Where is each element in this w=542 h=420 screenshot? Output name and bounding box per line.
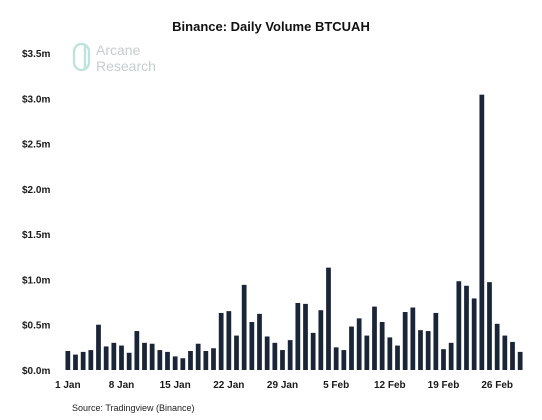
bar (272, 342, 278, 370)
bars (65, 94, 523, 370)
bar (379, 322, 385, 370)
x-tick-label: 15 Jan (160, 380, 191, 391)
y-tick-label: $1.5m (22, 230, 50, 241)
bar (103, 346, 109, 370)
bar (494, 323, 500, 370)
bar (448, 342, 454, 370)
bar (172, 356, 178, 370)
bar (142, 342, 147, 370)
bar (303, 303, 308, 370)
bar (188, 350, 193, 370)
y-tick-label: $0.5m (22, 321, 50, 332)
bar (433, 312, 439, 370)
bar (356, 318, 362, 370)
bar (157, 350, 163, 370)
bar (510, 341, 515, 370)
bar (318, 310, 324, 370)
bar (517, 351, 523, 370)
bar (134, 331, 140, 370)
bar (88, 350, 94, 370)
bar (471, 298, 477, 370)
x-axis: 1 Jan 8 Jan 15 Jan 22 Jan 29 Jan 5 Feb 12 Feb 1… (55, 380, 513, 391)
bar (349, 326, 354, 370)
bar (80, 351, 86, 370)
bar (479, 94, 485, 370)
watermark-line-2: Research (96, 58, 156, 74)
x-tick-label: 19 Feb (428, 380, 460, 391)
bar (395, 345, 400, 370)
bar (341, 350, 347, 370)
bar (195, 343, 201, 370)
bar (333, 347, 339, 370)
bar (218, 312, 224, 370)
y-tick-label: $0.0m (22, 366, 50, 377)
x-tick-label: 5 Feb (323, 380, 349, 391)
bar (264, 336, 270, 370)
bar (464, 285, 469, 370)
y-tick-label: $3.5m (22, 49, 50, 60)
bar (96, 324, 101, 370)
bar (487, 282, 492, 370)
bar (73, 354, 78, 370)
bar (149, 343, 155, 370)
bar (364, 335, 370, 370)
x-tick-label: 8 Jan (109, 380, 135, 391)
y-tick-label: $3.0m (22, 94, 50, 105)
y-axis: $0.0m $0.5m $1.0m $1.5m $2.0m $2.5m $3.0m $3.5m (22, 49, 50, 377)
chart-title: Binance: Daily Volume BTCUAH (172, 19, 370, 34)
bar (119, 345, 124, 370)
x-tick-label: 29 Jan (267, 380, 298, 391)
bar (65, 350, 71, 370)
bar (287, 340, 293, 370)
x-tick-label: 12 Feb (374, 380, 406, 391)
bar (211, 348, 216, 370)
source-note: Source: Tradingview (Binance) (72, 403, 195, 413)
x-tick-label: 22 Jan (213, 380, 244, 391)
y-tick-label: $2.0m (22, 185, 50, 196)
bar (402, 312, 408, 370)
bar (249, 322, 255, 370)
bar (295, 302, 301, 370)
x-tick-label: 26 Feb (481, 380, 513, 391)
y-tick-label: $1.0m (22, 275, 50, 286)
bar (165, 351, 170, 370)
x-tick-label: 1 Jan (55, 380, 81, 391)
bar (372, 306, 377, 370)
bar (410, 307, 416, 370)
watermark-line-1: Arcane (96, 42, 141, 58)
bar (126, 352, 132, 370)
bar (441, 349, 446, 370)
bar (280, 350, 285, 370)
bar (180, 358, 186, 370)
bar (456, 281, 462, 370)
y-tick-label: $2.5m (22, 140, 50, 151)
bar (203, 350, 209, 370)
bar (241, 284, 247, 370)
bar (226, 311, 232, 370)
bar (257, 313, 262, 370)
bar (326, 267, 331, 370)
bar (418, 330, 423, 370)
bar (387, 337, 393, 370)
bar (310, 332, 316, 370)
arcane-research-watermark: Arcane Research (72, 40, 182, 79)
bar (111, 342, 117, 370)
bar (502, 335, 508, 370)
bar (234, 335, 239, 370)
bar (425, 331, 431, 370)
arcane-logo-icon: Arcane Research (72, 42, 156, 74)
